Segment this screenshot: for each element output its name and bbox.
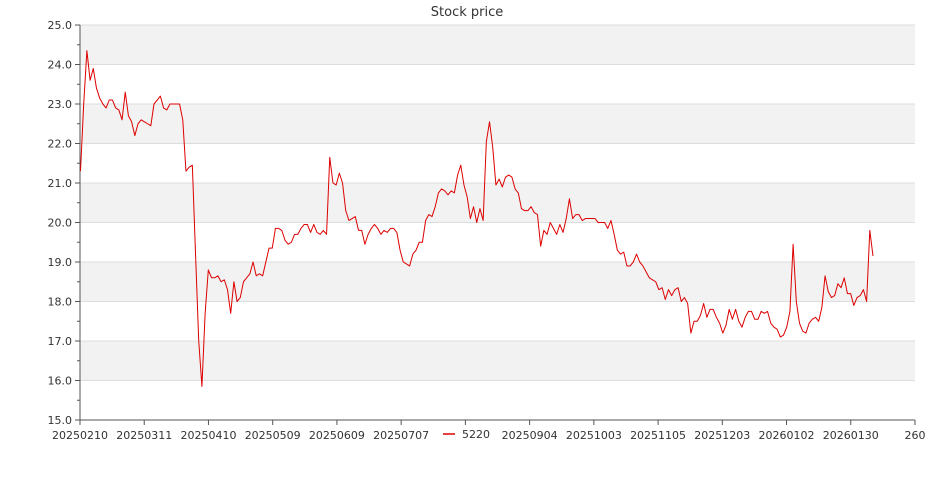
- legend-label: 5220: [462, 428, 490, 441]
- grid-band: [80, 183, 915, 223]
- legend: 5220: [443, 428, 490, 441]
- y-tick-label: 25.0: [48, 19, 73, 32]
- plot-background: [80, 25, 915, 381]
- series-line: [80, 50, 874, 387]
- grid-lines: [80, 24, 915, 421]
- x-tick-label: 20251105: [630, 429, 686, 442]
- y-axis: 15.0 16.0 17.0 18.0 19.0 20.0 21.0 22.0 23.0 24.0…: [48, 19, 81, 427]
- x-tick-label: 20250609: [309, 429, 365, 442]
- x-tick-label: 20250311: [116, 429, 172, 442]
- y-tick-label: 15.0: [48, 414, 73, 427]
- x-tick-label: 20250707: [373, 429, 429, 442]
- x-tick-label: 20250210: [52, 429, 108, 442]
- y-tick-label: 24.0: [48, 59, 73, 72]
- grid-band: [80, 25, 915, 65]
- series-5220-line: [80, 50, 874, 387]
- x-tick-label: 20250904: [502, 429, 558, 442]
- x-axis: 20250210 20250311 20250410 20250509 20250609…: [52, 419, 926, 442]
- y-tick-label: 17.0: [48, 335, 73, 348]
- x-tick-label: 20260130: [823, 429, 879, 442]
- x-tick-label: 20250410: [180, 429, 236, 442]
- grid-band: [80, 341, 915, 381]
- x-tick-label: 20250509: [245, 429, 301, 442]
- y-tick-label: 23.0: [48, 98, 73, 111]
- x-tick-label: 20251003: [566, 429, 622, 442]
- x-tick-label: 260: [905, 429, 926, 442]
- y-tick-label: 22.0: [48, 138, 73, 151]
- y-tick-label: 16.0: [48, 375, 73, 388]
- chart-title: Stock price: [431, 5, 503, 20]
- x-tick-label: 20260102: [759, 429, 815, 442]
- grid-band: [80, 262, 915, 302]
- x-tick-label: 20251203: [694, 429, 750, 442]
- y-tick-label: 21.0: [48, 177, 73, 190]
- grid-band: [80, 104, 915, 144]
- y-tick-label: 19.0: [48, 256, 73, 269]
- y-tick-label: 20.0: [48, 217, 73, 230]
- y-tick-label: 18.0: [48, 296, 73, 309]
